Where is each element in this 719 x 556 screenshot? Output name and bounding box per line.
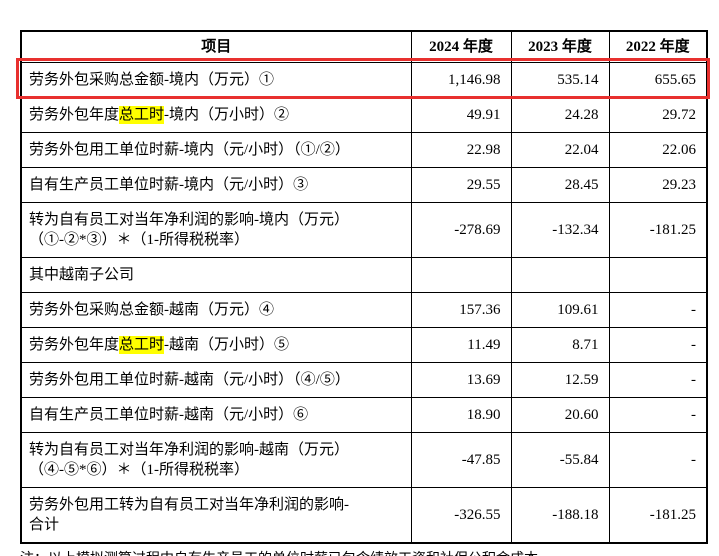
value-2022: -181.25 [608, 487, 708, 544]
value-2024: 1,146.98 [410, 62, 512, 98]
value-2023: 22.04 [510, 132, 610, 168]
row-label: 转为自有员工对当年净利润的影响-越南（万元） （④-⑤*⑥）＊（1-所得税税率） [20, 432, 412, 488]
value-2023: 20.60 [510, 397, 610, 433]
row-label: 其中越南子公司 [20, 257, 412, 293]
value-2024: 29.55 [410, 167, 512, 203]
table-row: 转为自有员工对当年净利润的影响-境内（万元） （①-②*③）＊（1-所得税税率）… [20, 202, 708, 258]
label-text: 转为自有员工对当年净利润的影响-越南（万元） （④-⑤*⑥）＊（1-所得税税率） [29, 442, 349, 478]
value-2023 [510, 257, 610, 293]
value-2024: 18.90 [410, 397, 512, 433]
row-label: 劳务外包采购总金额-越南（万元）④ [20, 292, 412, 328]
label-text: 转为自有员工对当年净利润的影响-境内（万元） （①-②*③）＊（1-所得税税率） [29, 212, 349, 248]
value-2022: - [608, 292, 708, 328]
value-2022: 29.72 [608, 97, 708, 133]
table-row: 劳务外包用工单位时薪-境内（元/小时）（①/②） 22.98 22.04 22.… [20, 132, 708, 168]
label-text: 其中越南子公司 [29, 267, 135, 283]
value-2022: 29.23 [608, 167, 708, 203]
row-label: 自有生产员工单位时薪-境内（元/小时）③ [20, 167, 412, 203]
value-2024: 49.91 [410, 97, 512, 133]
label-text: 自有生产员工单位时薪-境内（元/小时）③ [29, 177, 309, 193]
row-label: 劳务外包年度总工时-境内（万小时）② [20, 97, 412, 133]
row-label: 劳务外包采购总金额-境内（万元）① [20, 62, 412, 98]
value-2023: 8.71 [510, 327, 610, 363]
value-2023: 12.59 [510, 362, 610, 398]
value-2022: - [608, 397, 708, 433]
value-2023: 28.45 [510, 167, 610, 203]
header-year-2024: 2024 年度 [410, 30, 512, 63]
header-year-2023: 2023 年度 [510, 30, 610, 63]
table-row: 劳务外包采购总金额-境内（万元）① 1,146.98 535.14 655.65 [20, 62, 708, 98]
value-2023: -55.84 [510, 432, 610, 488]
row-label: 劳务外包用工单位时薪-境内（元/小时）（①/②） [20, 132, 412, 168]
value-2024: 13.69 [410, 362, 512, 398]
row-label: 劳务外包用工转为自有员工对当年净利润的影响- 合计 [20, 487, 412, 544]
label-text: 劳务外包采购总金额-越南（万元）④ [29, 302, 274, 318]
label-text: 劳务外包采购总金额-境内（万元）① [29, 72, 274, 88]
table-row: 劳务外包用工转为自有员工对当年净利润的影响- 合计 -326.55 -188.1… [20, 487, 708, 544]
value-2022 [608, 257, 708, 293]
header-year-2022: 2022 年度 [608, 30, 708, 63]
yellow-highlight: 总工时 [119, 336, 165, 354]
value-2024 [410, 257, 512, 293]
table-row: 劳务外包采购总金额-越南（万元）④ 157.36 109.61 - [20, 292, 708, 328]
value-2024: 157.36 [410, 292, 512, 328]
label-text: 劳务外包用工转为自有员工对当年净利润的影响- 合计 [29, 497, 349, 533]
value-2023: 109.61 [510, 292, 610, 328]
value-2022: - [608, 362, 708, 398]
label-text: 劳务外包用工单位时薪-境内（元/小时）（①/②） [29, 142, 350, 158]
header-item: 项目 [20, 30, 412, 63]
table-row: 转为自有员工对当年净利润的影响-越南（万元） （④-⑤*⑥）＊（1-所得税税率）… [20, 432, 708, 488]
label-text: -越南（万小时）⑤ [164, 337, 290, 353]
table-row: 自有生产员工单位时薪-境内（元/小时）③ 29.55 28.45 29.23 [20, 167, 708, 203]
table-row: 自有生产员工单位时薪-越南（元/小时）⑥ 18.90 20.60 - [20, 397, 708, 433]
value-2023: 535.14 [510, 62, 610, 98]
value-2024: 22.98 [410, 132, 512, 168]
row-label: 自有生产员工单位时薪-越南（元/小时）⑥ [20, 397, 412, 433]
value-2023: -188.18 [510, 487, 610, 544]
table-row: 其中越南子公司 [20, 257, 708, 293]
value-2024: 11.49 [410, 327, 512, 363]
value-2022: - [608, 432, 708, 488]
label-text: 劳务外包用工单位时薪-越南（元/小时）（④/⑤） [29, 372, 350, 388]
label-text: -境内（万小时）② [164, 107, 290, 123]
value-2022: 22.06 [608, 132, 708, 168]
value-2024: -47.85 [410, 432, 512, 488]
value-2024: -278.69 [410, 202, 512, 258]
table-row: 劳务外包年度总工时-越南（万小时）⑤ 11.49 8.71 - [20, 327, 708, 363]
row-label: 劳务外包用工单位时薪-越南（元/小时）（④/⑤） [20, 362, 412, 398]
value-2022: -181.25 [608, 202, 708, 258]
label-text: 自有生产员工单位时薪-越南（元/小时）⑥ [29, 407, 309, 423]
value-2023: 24.28 [510, 97, 610, 133]
value-2022: 655.65 [608, 62, 708, 98]
row-label: 劳务外包年度总工时-越南（万小时）⑤ [20, 327, 412, 363]
outsourcing-simulation-table: 项目 2024 年度 2023 年度 2022 年度 劳务外包采购总金额-境内（… [20, 30, 708, 544]
value-2024: -326.55 [410, 487, 512, 544]
row-label: 转为自有员工对当年净利润的影响-境内（万元） （①-②*③）＊（1-所得税税率） [20, 202, 412, 258]
footnote: 注：以上模拟测算过程中自有生产员工的单位时薪已包含绩效工资和社保公积金成本。 [20, 551, 719, 556]
label-text: 劳务外包年度 [29, 107, 120, 123]
table-row: 劳务外包用工单位时薪-越南（元/小时）（④/⑤） 13.69 12.59 - [20, 362, 708, 398]
label-text: 劳务外包年度 [29, 337, 120, 353]
header-row: 项目 2024 年度 2023 年度 2022 年度 [20, 30, 708, 63]
value-2022: - [608, 327, 708, 363]
value-2023: -132.34 [510, 202, 610, 258]
table-row: 劳务外包年度总工时-境内（万小时）② 49.91 24.28 29.72 [20, 97, 708, 133]
yellow-highlight: 总工时 [119, 106, 165, 124]
